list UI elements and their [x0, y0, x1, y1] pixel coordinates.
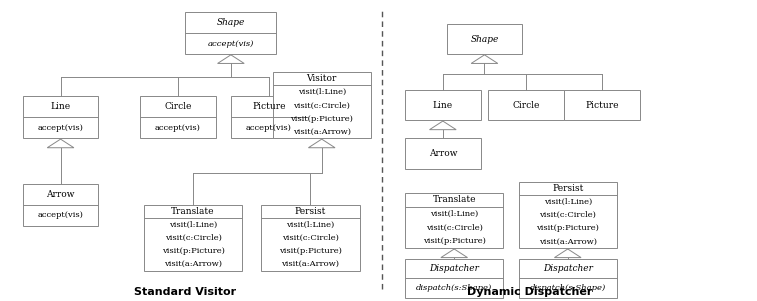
FancyBboxPatch shape [519, 259, 617, 298]
Polygon shape [441, 249, 468, 258]
FancyBboxPatch shape [23, 96, 98, 138]
Text: accept(vis): accept(vis) [38, 124, 83, 132]
Text: Dispatcher: Dispatcher [429, 264, 479, 273]
Text: visit(l:Line): visit(l:Line) [169, 221, 217, 228]
Text: visit(l:Line): visit(l:Line) [298, 88, 346, 96]
Polygon shape [308, 139, 335, 148]
Text: visit(a:Arrow): visit(a:Arrow) [282, 260, 339, 268]
FancyBboxPatch shape [488, 90, 564, 120]
Text: accept(vis): accept(vis) [207, 40, 254, 48]
Text: Translate: Translate [432, 195, 476, 204]
FancyBboxPatch shape [23, 184, 98, 226]
Text: dispatch(s:Shape): dispatch(s:Shape) [416, 284, 492, 292]
Text: visit(p:Picture): visit(p:Picture) [279, 247, 342, 255]
Text: visit(a:Arrow): visit(a:Arrow) [293, 128, 350, 136]
FancyBboxPatch shape [519, 182, 617, 248]
Text: Picture: Picture [252, 102, 285, 111]
Text: Standard Visitor: Standard Visitor [135, 287, 236, 297]
Text: accept(vis): accept(vis) [155, 124, 201, 132]
Text: Circle: Circle [512, 101, 540, 110]
Text: Dispatcher: Dispatcher [543, 264, 593, 273]
Text: visit(a:Arrow): visit(a:Arrow) [164, 260, 222, 268]
Text: Shape: Shape [470, 35, 499, 44]
FancyBboxPatch shape [447, 24, 522, 54]
Polygon shape [217, 55, 245, 64]
Text: Persist: Persist [294, 207, 326, 216]
FancyBboxPatch shape [564, 90, 640, 120]
Text: accept(vis): accept(vis) [38, 211, 83, 219]
Text: visit(p:Picture): visit(p:Picture) [161, 247, 225, 255]
Text: Visitor: Visitor [307, 74, 337, 83]
Text: visit(c:Circle): visit(c:Circle) [282, 234, 339, 242]
FancyBboxPatch shape [405, 90, 481, 120]
Text: visit(c:Circle): visit(c:Circle) [425, 223, 483, 231]
Text: visit(c:Circle): visit(c:Circle) [539, 211, 597, 219]
Text: Picture: Picture [585, 101, 618, 110]
Polygon shape [429, 121, 456, 130]
Text: visit(c:Circle): visit(c:Circle) [164, 234, 222, 242]
Text: Line: Line [51, 102, 70, 111]
Text: visit(p:Picture): visit(p:Picture) [536, 225, 600, 232]
Text: visit(l:Line): visit(l:Line) [286, 221, 335, 228]
Polygon shape [554, 249, 581, 258]
Text: visit(l:Line): visit(l:Line) [544, 198, 592, 206]
Text: Line: Line [433, 101, 453, 110]
Text: Dynamic Dispatcher: Dynamic Dispatcher [467, 287, 593, 297]
Text: dispatch(s:Shape): dispatch(s:Shape) [530, 284, 606, 292]
Text: Persist: Persist [552, 184, 584, 193]
Text: Circle: Circle [164, 102, 192, 111]
Polygon shape [47, 139, 74, 148]
Text: Shape: Shape [217, 18, 245, 27]
Text: Arrow: Arrow [46, 190, 75, 199]
Text: accept(vis): accept(vis) [246, 124, 291, 132]
FancyBboxPatch shape [405, 259, 503, 298]
FancyBboxPatch shape [405, 138, 481, 169]
Text: Translate: Translate [171, 207, 215, 216]
FancyBboxPatch shape [261, 205, 360, 271]
FancyBboxPatch shape [273, 72, 371, 138]
FancyBboxPatch shape [140, 96, 216, 138]
Text: visit(a:Arrow): visit(a:Arrow) [539, 238, 597, 246]
Polygon shape [471, 55, 498, 64]
Text: visit(c:Circle): visit(c:Circle) [293, 101, 350, 109]
FancyBboxPatch shape [144, 205, 242, 271]
FancyBboxPatch shape [405, 193, 503, 248]
Text: visit(p:Picture): visit(p:Picture) [422, 237, 486, 245]
Text: visit(p:Picture): visit(p:Picture) [290, 115, 354, 123]
FancyBboxPatch shape [231, 96, 307, 138]
FancyBboxPatch shape [185, 12, 276, 54]
Text: visit(l:Line): visit(l:Line) [430, 209, 478, 218]
Text: Arrow: Arrow [428, 149, 457, 158]
